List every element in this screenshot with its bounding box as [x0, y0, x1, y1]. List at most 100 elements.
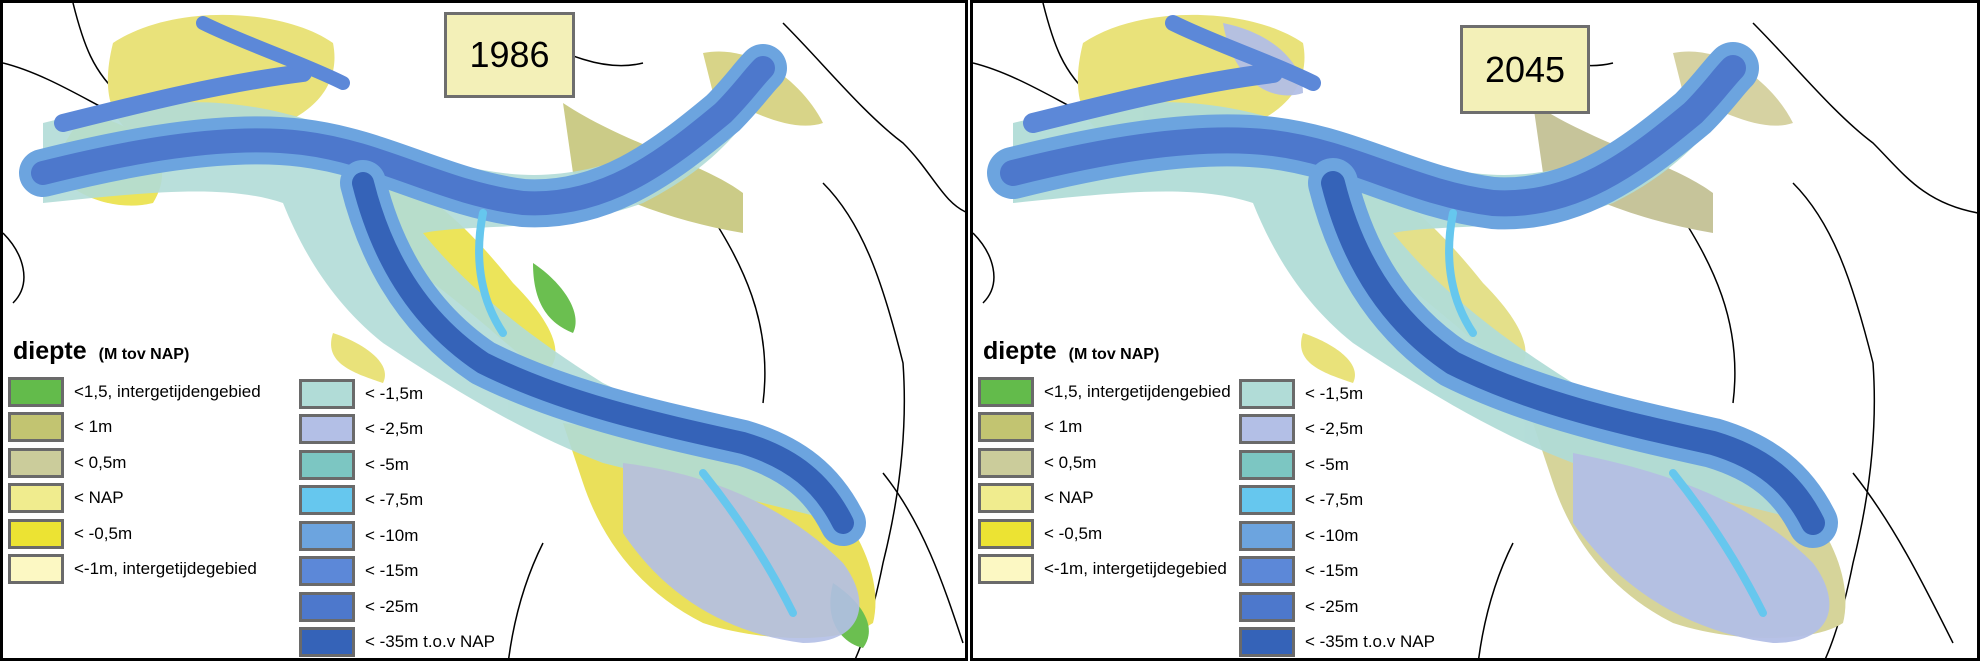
- estuary-map: [3, 3, 965, 658]
- legend-swatch: [1239, 556, 1295, 587]
- legend-swatch: [299, 449, 355, 480]
- legend-label: < -0,5m: [74, 523, 133, 543]
- legend-item: < -35m t.o.v NAP: [1239, 625, 1435, 659]
- legend-swatch: [299, 485, 355, 516]
- estuary-map: [973, 3, 1977, 658]
- legend-label: < -5m: [1305, 454, 1349, 474]
- legend-label: < -5m: [365, 454, 409, 474]
- legend-swatch: [1239, 378, 1295, 409]
- legend-item: <-1m, intergetijdegebied: [8, 552, 261, 588]
- legend-item: < -1,5m: [1239, 376, 1435, 412]
- legend-label: <1,5, intergetijdengebied: [1044, 381, 1231, 401]
- legend-swatch: [1239, 520, 1295, 551]
- legend-item: < -25m: [1239, 589, 1435, 625]
- legend-right-column: < -1,5m < -2,5m < -5m < -7,5m < -10m < -15m < …: [299, 376, 495, 659]
- legend-swatch: [299, 378, 355, 409]
- legend-swatch: [978, 412, 1034, 443]
- legend-swatch: [299, 520, 355, 551]
- legend-unit: (M tov NAP): [1068, 346, 1160, 363]
- legend-swatch: [299, 591, 355, 622]
- legend-label: <-1m, intergetijdegebied: [1044, 559, 1227, 579]
- legend-label: < -25m: [365, 596, 419, 616]
- legend-label: < -1,5m: [365, 383, 424, 403]
- legend-label: <-1m, intergetijdegebied: [74, 559, 257, 579]
- legend-label: < -10m: [1305, 525, 1359, 545]
- legend-title: diepte (M tov NAP): [983, 337, 1159, 366]
- legend-label: < 1m: [1044, 417, 1083, 437]
- legend-label: < 0,5m: [1044, 452, 1097, 472]
- legend-item: < 1m: [978, 410, 1231, 446]
- legend-left-column: <1,5, intergetijdengebied < 1m < 0,5m < NAP…: [8, 374, 261, 587]
- legend-unit: (M tov NAP): [98, 346, 190, 363]
- legend-item: < -15m: [299, 554, 495, 590]
- legend-swatch: [978, 518, 1034, 549]
- legend-item: < 0,5m: [8, 445, 261, 481]
- legend-item: < -15m: [1239, 554, 1435, 590]
- legend-title-text: diepte: [983, 337, 1057, 365]
- legend-item: < -1,5m: [299, 376, 495, 412]
- legend-label: < -15m: [365, 561, 419, 581]
- legend-item: < NAP: [8, 481, 261, 517]
- legend-item: <1,5, intergetijdengebied: [978, 374, 1231, 410]
- legend-left-column: <1,5, intergetijdengebied < 1m < 0,5m < NAP…: [978, 374, 1231, 587]
- legend-label: < -35m t.o.v NAP: [1305, 632, 1435, 652]
- legend-swatch: [8, 412, 64, 443]
- legend-swatch: [1239, 449, 1295, 480]
- legend-item: < -35m t.o.v NAP: [299, 625, 495, 659]
- legend-label: < -10m: [365, 525, 419, 545]
- legend-swatch: [1239, 414, 1295, 445]
- legend-label: < -25m: [1305, 596, 1359, 616]
- legend-label: < -2,5m: [1305, 419, 1364, 439]
- legend-item: <-1m, intergetijdegebied: [978, 552, 1231, 588]
- legend-swatch: [299, 556, 355, 587]
- legend-title-text: diepte: [13, 337, 87, 365]
- legend-item: <1,5, intergetijdengebied: [8, 374, 261, 410]
- legend-swatch: [1239, 485, 1295, 516]
- legend-right-column: < -1,5m < -2,5m < -5m < -7,5m < -10m < -15m < …: [1239, 376, 1435, 659]
- main-channels: [987, 15, 1838, 617]
- legend-swatch: [299, 414, 355, 445]
- legend-title: diepte (M tov NAP): [13, 337, 189, 366]
- map-panel-2045: 2045 diepte (M tov NAP) <1,5, intergetijd…: [970, 0, 1980, 661]
- legend-item: < -10m: [1239, 518, 1435, 554]
- legend-label: < -7,5m: [365, 490, 424, 510]
- legend-label: < NAP: [1044, 488, 1094, 508]
- legend-label: < -1,5m: [1305, 383, 1364, 403]
- legend-swatch: [8, 554, 64, 585]
- legend-swatch: [978, 447, 1034, 478]
- legend-label: < -35m t.o.v NAP: [365, 632, 495, 652]
- legend-label: <1,5, intergetijdengebied: [74, 381, 261, 401]
- legend-item: < NAP: [978, 481, 1231, 517]
- legend-item: < -0,5m: [8, 516, 261, 552]
- map-panel-1986: 1986 diepte (M tov NAP) <1,5, intergetijd…: [0, 0, 968, 661]
- legend-swatch: [1239, 591, 1295, 622]
- legend-swatch: [8, 447, 64, 478]
- legend-swatch: [1239, 627, 1295, 658]
- year-label: 2045: [1460, 25, 1590, 114]
- legend-item: < -0,5m: [978, 516, 1231, 552]
- legend-label: < -7,5m: [1305, 490, 1364, 510]
- legend-item: < -5m: [1239, 447, 1435, 483]
- main-channels: [19, 16, 866, 617]
- year-label: 1986: [444, 12, 575, 98]
- legend-item: < -25m: [299, 589, 495, 625]
- legend-label: < -0,5m: [1044, 523, 1103, 543]
- legend-label: < 1m: [74, 417, 113, 437]
- legend-label: < -15m: [1305, 561, 1359, 581]
- legend-swatch: [978, 376, 1034, 407]
- legend-item: < 0,5m: [978, 445, 1231, 481]
- legend-item: < -5m: [299, 447, 495, 483]
- legend-label: < -2,5m: [365, 419, 424, 439]
- legend-item: < -2,5m: [1239, 412, 1435, 448]
- legend-item: < -7,5m: [1239, 483, 1435, 519]
- legend-swatch: [8, 483, 64, 514]
- legend-item: < -10m: [299, 518, 495, 554]
- legend-label: < 0,5m: [74, 452, 127, 472]
- legend-swatch: [299, 627, 355, 658]
- legend-label: < NAP: [74, 488, 124, 508]
- legend-item: < -2,5m: [299, 412, 495, 448]
- legend-swatch: [978, 554, 1034, 585]
- legend-item: < -7,5m: [299, 483, 495, 519]
- legend-swatch: [8, 376, 64, 407]
- legend-swatch: [8, 518, 64, 549]
